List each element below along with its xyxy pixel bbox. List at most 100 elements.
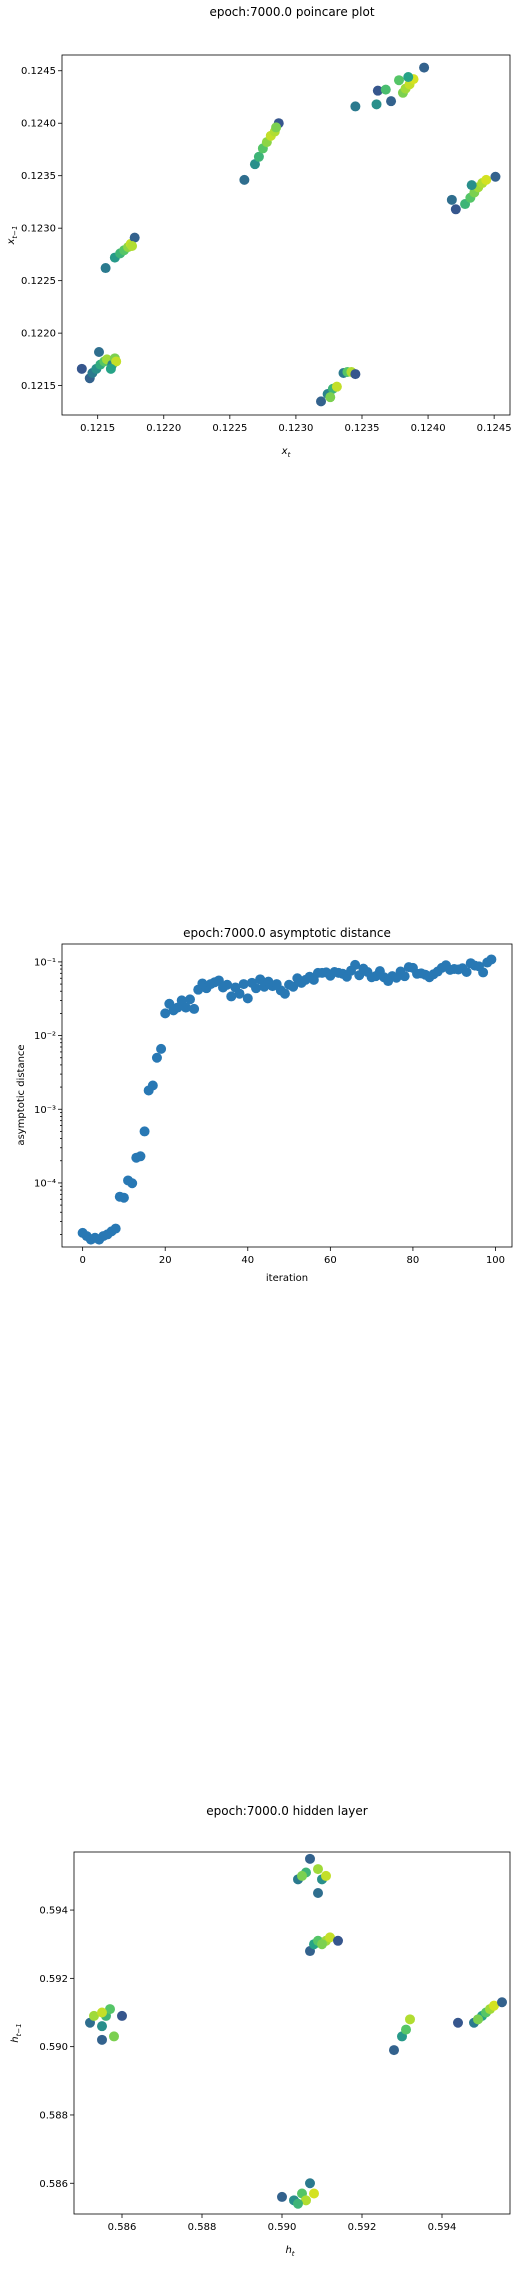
data-point	[139, 1126, 150, 1137]
y-tick-label: 0.592	[39, 1974, 68, 1985]
x-tick-label: 0.592	[348, 2222, 377, 2233]
data-point	[305, 1853, 315, 1864]
data-point	[350, 369, 361, 380]
x-tick-label: 0.1225	[212, 423, 247, 434]
x-tick-label: 0.1235	[344, 423, 379, 434]
data-point	[305, 2178, 315, 2189]
data-point	[316, 396, 327, 407]
data-point	[317, 1939, 327, 1950]
data-point	[405, 2014, 415, 2025]
hidden-layer-chart: epoch:7000.0 hidden layer 0.586 0.588 0.59…	[10, 1804, 511, 2258]
y-axis-label: ht−1	[10, 2023, 23, 2042]
y-tick-label: 10⁻⁴	[34, 1178, 56, 1189]
data-point	[401, 2024, 411, 2035]
poincare-plot-chart: epoch:7000.0 poincare plot 0.1215 0.1220 0…	[6, 5, 512, 459]
y-tick-label: 10⁻³	[34, 1105, 56, 1116]
x-axis: 0 20 40 60 80 100	[79, 1247, 505, 1266]
data-point	[156, 1043, 167, 1054]
data-point	[180, 1002, 191, 1013]
data-point	[325, 1932, 335, 1943]
asymptotic-distance-chart: epoch:7000.0 asymptotic distance 0 20 40 60…	[16, 926, 513, 1284]
data-point	[497, 1997, 507, 2008]
data-point	[226, 991, 237, 1002]
data-point	[325, 392, 336, 403]
y-tick-label: 0.586	[39, 2179, 68, 2190]
data-point	[389, 2045, 399, 2056]
data-point	[481, 174, 492, 185]
y-tick-label: 0.594	[39, 1906, 68, 1917]
data-point	[486, 954, 497, 965]
data-point	[419, 62, 430, 73]
data-point	[371, 99, 382, 110]
data-point	[97, 2034, 107, 2045]
data-point	[105, 363, 116, 374]
x-tick-label: 20	[159, 1255, 172, 1266]
y-tick-label: 0.1245	[21, 66, 56, 77]
y-tick-label: 0.1230	[21, 224, 56, 235]
data-point	[288, 981, 299, 992]
data-point	[100, 263, 111, 274]
data-point	[350, 101, 361, 112]
plot-area	[61, 943, 513, 1248]
data-point	[473, 2014, 483, 2025]
data-point	[94, 347, 105, 358]
y-tick-label: 10⁻²	[34, 1031, 56, 1042]
data-points	[76, 62, 501, 407]
data-point	[127, 241, 138, 252]
data-point	[372, 85, 383, 96]
data-point	[184, 994, 195, 1005]
y-tick-label: 0.1215	[21, 381, 56, 392]
data-point	[109, 2031, 119, 2042]
data-point	[403, 72, 414, 83]
data-point	[97, 2007, 107, 2018]
data-point	[489, 2000, 499, 2011]
data-point	[255, 974, 266, 985]
data-point	[393, 75, 404, 86]
data-point	[313, 1864, 323, 1875]
data-point	[446, 194, 457, 205]
chart-title: epoch:7000.0 asymptotic distance	[183, 926, 391, 940]
data-point	[110, 1223, 121, 1234]
data-point	[147, 1080, 158, 1091]
x-tick-label: 0.590	[268, 2222, 297, 2233]
data-point	[271, 122, 282, 133]
data-point	[249, 159, 260, 170]
x-axis: 0.1215 0.1220 0.1225 0.1230 0.1235 0.1240 0.12…	[80, 415, 512, 434]
data-point	[129, 232, 140, 243]
data-point	[478, 967, 489, 978]
data-point	[89, 2010, 99, 2021]
x-tick-label: 80	[407, 1255, 420, 1266]
x-tick-label: 0.586	[108, 2222, 137, 2233]
y-axis-label: asymptotic distance	[16, 1044, 27, 1145]
y-tick-label: 0.1240	[21, 119, 56, 130]
y-tick-label: 0.588	[39, 2110, 68, 2121]
chart-title: epoch:7000.0 hidden layer	[206, 1804, 368, 1818]
x-axis-label: xt	[281, 446, 291, 459]
data-point	[277, 2191, 287, 2202]
data-point	[293, 2198, 303, 2209]
x-tick-label: 40	[241, 1255, 254, 1266]
data-point	[490, 171, 501, 182]
x-tick-label: 0.1230	[278, 423, 313, 434]
chart-title: epoch:7000.0 poincare plot	[209, 5, 374, 19]
data-point	[331, 381, 342, 392]
data-points	[85, 1853, 507, 2209]
data-point	[350, 959, 361, 970]
data-point	[309, 2188, 319, 2199]
data-point	[279, 988, 290, 999]
data-point	[118, 1192, 129, 1203]
x-tick-label: 60	[324, 1255, 337, 1266]
data-point	[242, 993, 253, 1004]
data-point	[189, 1003, 200, 1014]
x-tick-label: 100	[486, 1255, 505, 1266]
data-point	[76, 363, 87, 374]
x-tick-label: 0	[79, 1255, 85, 1266]
data-point	[301, 2195, 311, 2206]
x-tick-label: 0.1245	[477, 423, 512, 434]
data-point	[111, 356, 122, 367]
data-point	[297, 1870, 307, 1881]
data-point	[399, 971, 410, 982]
y-axis-label: xt−1	[6, 226, 19, 246]
data-point	[97, 2021, 107, 2032]
y-tick-label: 0.1225	[21, 276, 56, 287]
